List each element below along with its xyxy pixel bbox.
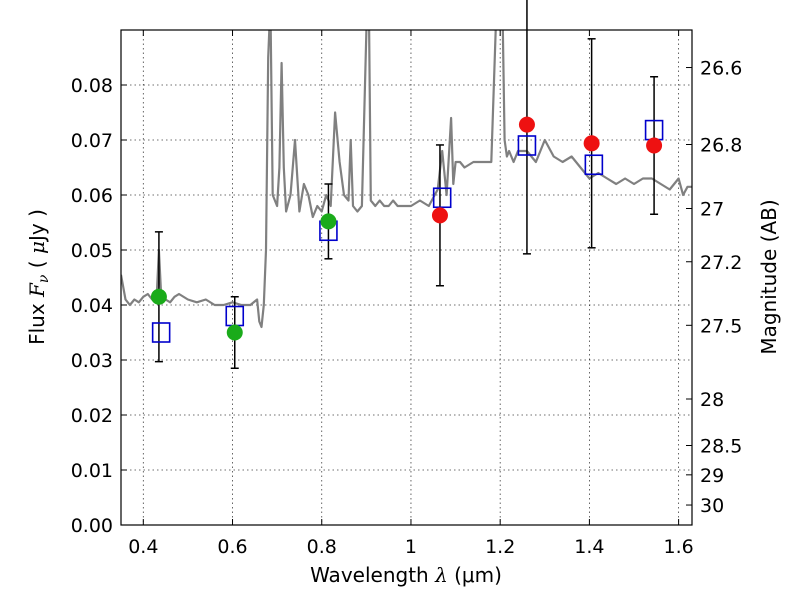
x-tick-label: 1 [405,536,417,558]
plot-background [121,30,692,525]
x-axis-label: Wavelength λ (μm) [310,563,502,587]
x-tick-label: 0.8 [307,536,337,558]
model-photometry-point [517,135,537,156]
observed-flux-point [431,207,448,224]
y-tick-label: 0.04 [71,295,113,317]
magnitude-tick-label: 28.5 [700,436,742,458]
y-axis-label: Flux Fν ( μJy ) [25,209,52,345]
magnitude-tick-label: 28 [700,389,724,411]
x-tick-label: 1.4 [574,536,604,558]
y-tick-label: 0.07 [71,130,113,152]
magnitude-tick-label: 30 [700,495,724,517]
magnitude-axis-ticks: 26.6 26.8 27 27.2 27.5 28 28.5 29 30 [686,58,742,517]
observed-flux-point [518,116,535,133]
magnitude-tick-label: 26.8 [700,134,742,156]
observed-flux-point [646,137,663,154]
spectrum-layer [121,30,692,329]
marker-layer [150,116,664,343]
x-tick-label: 1.2 [485,536,515,558]
x-tick-label: 1.6 [664,536,694,558]
y-axis-ticks: 0.00 0.01 0.02 0.03 0.04 0.05 0.06 0.07 0.08 [71,75,127,537]
y-tick-label: 0.01 [71,460,113,482]
y-tick-label: 0.08 [71,75,113,97]
model-photometry-point [584,154,604,176]
y-tick-label: 0.06 [71,185,113,207]
x-tick-label: 0.4 [128,536,158,558]
magnitude-axis-label: Magnitude (AB) [757,199,781,354]
observed-flux-point [583,135,600,152]
x-axis-ticks: 0.4 0.6 0.8 1 1.2 1.4 1.6 [128,30,694,558]
y-tick-label: 0.03 [71,350,113,372]
observed-flux-point [226,324,243,341]
x-tick-label: 0.6 [217,536,247,558]
y-tick-label: 0.02 [71,405,113,427]
magnitude-tick-label: 27.5 [700,315,742,337]
observed-flux-point [320,213,337,230]
magnitude-tick-label: 27.2 [700,252,742,274]
model-photometry-point [151,322,171,343]
y-tick-label: 0.05 [71,240,113,262]
model-photometry-point [432,187,452,209]
spectrum-line [121,30,692,329]
y-tick-label: 0.00 [71,515,113,537]
observed-flux-point [150,288,167,305]
magnitude-tick-label: 29 [700,465,724,487]
magnitude-tick-label: 26.6 [700,58,742,80]
plot-frame [120,29,693,526]
magnitude-tick-label: 27 [700,199,724,221]
